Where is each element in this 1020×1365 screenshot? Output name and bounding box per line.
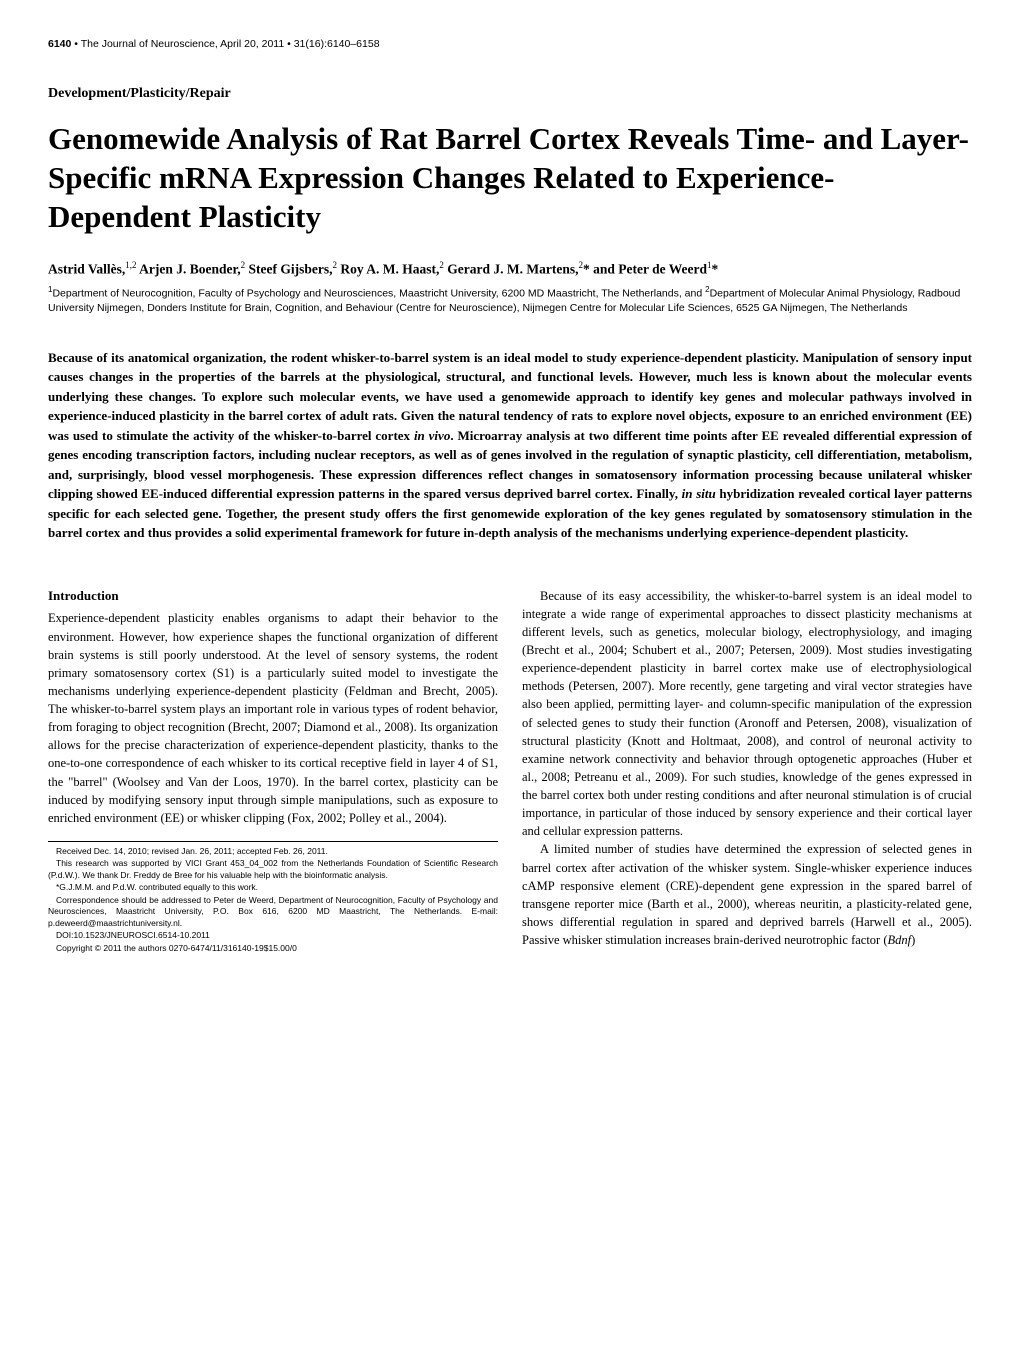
article-title: Genomewide Analysis of Rat Barrel Cortex… <box>48 120 972 236</box>
section-label: Development/Plasticity/Repair <box>48 86 972 102</box>
right-paragraph-2: A limited number of studies have determi… <box>522 840 972 949</box>
header-left: 6140 • The Journal of Neuroscience, Apri… <box>48 38 380 50</box>
author-list: Astrid Vallès,1,2 Arjen J. Boender,2 Ste… <box>48 260 972 278</box>
footnote-received: Received Dec. 14, 2010; revised Jan. 26,… <box>48 846 498 857</box>
running-header: 6140 • The Journal of Neuroscience, Apri… <box>48 38 972 50</box>
two-column-body: Introduction Experience-dependent plasti… <box>48 587 972 956</box>
issue-info: 31(16):6140–6158 <box>294 38 380 50</box>
footnote-funding: This research was supported by VICI Gran… <box>48 858 498 881</box>
intro-paragraph-1: Experience-dependent plasticity enables … <box>48 609 498 827</box>
left-column: Introduction Experience-dependent plasti… <box>48 587 498 956</box>
right-column: Because of its easy accessibility, the w… <box>522 587 972 956</box>
abstract: Because of its anatomical organization, … <box>48 348 972 543</box>
affiliations: 1Department of Neurocognition, Faculty o… <box>48 284 972 316</box>
footnote-correspondence: Correspondence should be addressed to Pe… <box>48 895 498 929</box>
header-separator-2: • <box>287 38 294 50</box>
right-paragraph-1: Because of its easy accessibility, the w… <box>522 587 972 841</box>
page-number: 6140 <box>48 38 71 50</box>
footnote-copyright: Copyright © 2011 the authors 0270-6474/1… <box>48 943 498 954</box>
footnote-equal-contribution: *G.J.M.M. and P.d.W. contributed equally… <box>48 882 498 893</box>
footnotes-block: Received Dec. 14, 2010; revised Jan. 26,… <box>48 841 498 954</box>
introduction-heading: Introduction <box>48 587 498 606</box>
footnote-doi: DOI:10.1523/JNEUROSCI.6514-10.2011 <box>48 930 498 941</box>
journal-info: The Journal of Neuroscience, April 20, 2… <box>81 38 285 50</box>
